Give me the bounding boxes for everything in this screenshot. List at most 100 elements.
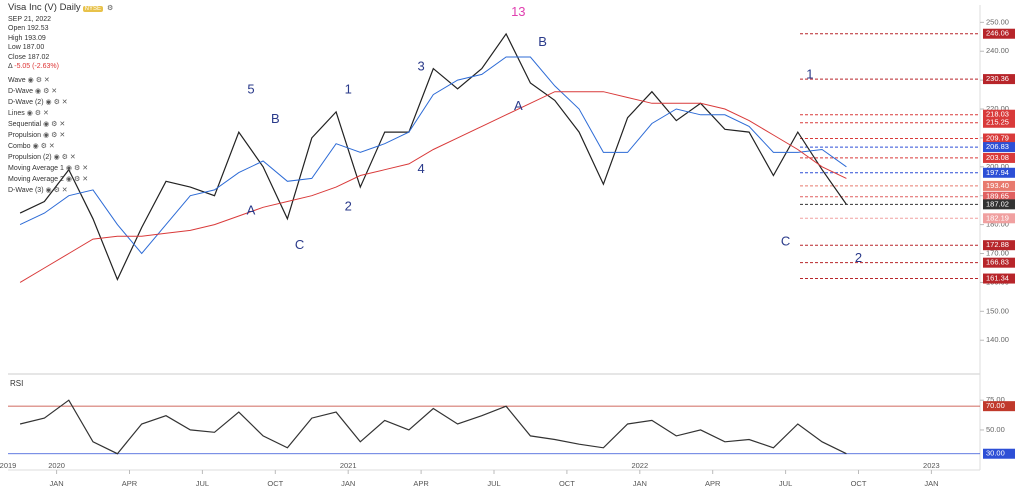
x-tick-label: OCT	[267, 479, 283, 488]
ohlc-row: Close 187.02	[8, 53, 113, 63]
wave-label: 1	[806, 66, 813, 81]
level-box	[983, 152, 1015, 163]
level-box	[983, 142, 1015, 153]
ohlc-label: Open	[8, 25, 26, 32]
wave-label: 1	[345, 81, 352, 96]
wave-label: 2	[345, 199, 352, 214]
ohlc-row: Low 187.00	[8, 43, 113, 53]
wave-label: 4	[417, 161, 424, 176]
y-tick-label: 250.00	[986, 17, 1009, 26]
series-line	[19, 91, 847, 283]
wave-label: C	[295, 237, 304, 252]
ohlc-label: Close	[8, 53, 26, 61]
level-box	[983, 213, 1015, 224]
y-tick-label: 50.00	[986, 425, 1005, 434]
indicator: Moving Average 2 ◉ ⚙ ✕	[8, 174, 113, 185]
level-label: 203.08	[986, 153, 1009, 162]
year-label: 2021	[340, 461, 357, 470]
x-tick-label: JAN	[633, 479, 647, 488]
indicator-icons: ◉ ⚙ ✕	[27, 76, 50, 84]
level-label: 215.25	[986, 118, 1009, 127]
level-label: 189.65	[986, 192, 1009, 201]
indicator: Combo ◉ ⚙ ✕	[8, 141, 113, 152]
x-tick-label: APR	[705, 479, 721, 488]
x-tick-label: JUL	[196, 479, 209, 488]
year-label: 2019	[0, 461, 16, 470]
wave-label: A	[514, 98, 523, 113]
y-tick-label: 200.00	[986, 162, 1009, 171]
y-tick-label: 180.00	[986, 220, 1009, 229]
y-tick-label: 170.00	[986, 249, 1009, 258]
indicator: Sequential ◉ ⚙ ✕	[8, 119, 113, 130]
level-box	[983, 448, 1015, 459]
y-tick-label: 75.00	[986, 395, 1005, 404]
level-label: 70.00	[986, 401, 1005, 410]
y-tick-label: 240.00	[986, 46, 1009, 55]
level-box	[983, 28, 1015, 39]
level-box	[983, 273, 1015, 284]
level-box	[983, 74, 1015, 85]
wave-label: C	[781, 233, 790, 248]
title: Visa Inc (V) Daily	[8, 2, 81, 13]
level-box	[983, 180, 1015, 191]
change-row: Δ -5.05 (-2.63%)	[8, 63, 59, 70]
year-label: 2022	[631, 461, 648, 470]
indicator: Propulsion ◉ ⚙ ✕	[8, 130, 113, 141]
series-line	[19, 32, 847, 282]
x-tick-label: JUL	[779, 479, 792, 488]
level-label: 206.83	[986, 142, 1009, 151]
indicator-name: Lines	[8, 109, 25, 117]
level-box	[983, 133, 1015, 144]
indicator-icons: ◉ ⚙ ✕	[26, 109, 49, 117]
ohlc: Open 192.53 High 193.09 Low 187.00 Close 18…	[8, 24, 113, 62]
level-box	[983, 191, 1015, 202]
level-box	[983, 401, 1015, 412]
level-label: 246.06	[986, 29, 1009, 38]
indicator-icons: ◉ ⚙ ✕	[45, 186, 68, 194]
level-label: 187.02	[986, 199, 1009, 208]
indicator-name: Moving Average 2	[8, 175, 64, 183]
indicator-name: Wave	[8, 76, 26, 84]
ohlc-label: High	[8, 34, 23, 42]
indicator-icons: ◉ ⚙ ✕	[43, 131, 66, 139]
ohlc-row: Open 192.53	[8, 24, 113, 34]
ohlc-value: 187.00	[22, 44, 45, 51]
level-box	[983, 117, 1015, 128]
x-tick-label: OCT	[559, 479, 575, 488]
wave-label: B	[538, 34, 547, 49]
indicator-icons: ◉ ⚙ ✕	[65, 164, 89, 172]
y-tick-label: 150.00	[986, 306, 1009, 315]
wave-label: B	[271, 111, 280, 126]
y-tick-label: 140.00	[986, 335, 1009, 344]
ohlc-row: High 193.09	[8, 34, 113, 44]
indicator: D-Wave (2) ◉ ⚙ ✕	[8, 97, 113, 108]
level-box	[983, 167, 1015, 178]
indicator-name: Sequential	[8, 120, 42, 128]
indicator-icons: ◉ ⚙ ✕	[45, 98, 68, 106]
wave-label: 2	[855, 250, 862, 265]
wave-label: 5	[247, 81, 254, 96]
level-label: 182.19	[986, 213, 1009, 222]
wave-label: A	[247, 202, 256, 217]
level-label: 197.94	[986, 168, 1009, 177]
title-row: Visa Inc (V) Daily NYSE ⚙	[8, 2, 114, 13]
ohlc-value: 192.53	[27, 25, 49, 32]
indicator-name: Propulsion	[8, 131, 42, 139]
ohlc-label: Low	[8, 44, 21, 51]
indicator-name: D-Wave	[8, 87, 34, 95]
exchange: NYSE	[82, 6, 103, 12]
indicator: D-Wave (3) ◉ ⚙ ✕	[8, 185, 113, 196]
indicator-icons: ◉ ⚙ ✕	[35, 87, 58, 95]
x-tick-label: APR	[413, 479, 429, 488]
indicator-name: Moving Average 1	[8, 164, 64, 172]
x-tick-label: JAN	[50, 479, 64, 488]
indicator: Wave ◉ ⚙ ✕	[8, 75, 113, 86]
indicator-name: Propulsion (2)	[8, 153, 52, 161]
x-tick-label: JAN	[341, 479, 355, 488]
indicator-name: Combo	[8, 142, 31, 150]
indicator: D-Wave ◉ ⚙ ✕	[8, 86, 113, 97]
level-label: 30.00	[986, 449, 1005, 458]
